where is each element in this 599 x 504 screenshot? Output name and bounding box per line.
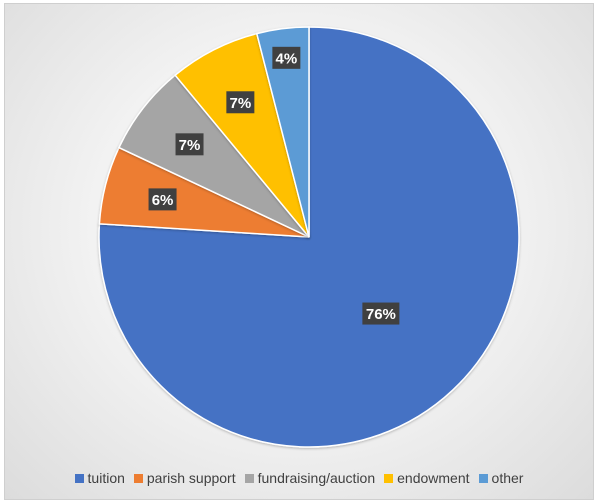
- legend-entry-parish-support: parish support: [134, 470, 236, 486]
- legend-label: tuition: [88, 470, 125, 486]
- data-label-parish-support: 6%: [149, 188, 177, 210]
- legend-label: endowment: [397, 470, 469, 486]
- chart-area: 76% 6% 7% 7% 4% tuition parish support fundrai…: [4, 3, 594, 500]
- legend-swatch: [384, 474, 393, 483]
- legend-entry-fundraising-auction: fundraising/auction: [245, 470, 376, 486]
- data-label-tuition: 76%: [362, 303, 399, 325]
- legend-label: parish support: [147, 470, 236, 486]
- data-label-value: 6%: [152, 192, 174, 209]
- legend-swatch: [134, 474, 143, 483]
- data-label-endowment: 7%: [226, 91, 254, 113]
- data-label-value: 7%: [230, 95, 252, 112]
- legend-entry-endowment: endowment: [384, 470, 469, 486]
- data-label-value: 76%: [366, 306, 396, 323]
- legend-entry-tuition: tuition: [75, 470, 125, 486]
- legend-entry-other: other: [479, 470, 524, 486]
- pie-chart: 76% 6% 7% 7% 4%: [5, 4, 594, 500]
- data-label-fundraising-auction: 7%: [176, 133, 204, 155]
- data-label-other: 4%: [272, 47, 300, 69]
- legend-label: other: [492, 470, 524, 486]
- data-label-value: 4%: [276, 50, 298, 67]
- legend-swatch: [75, 474, 84, 483]
- legend-swatch: [479, 474, 488, 483]
- legend-label: fundraising/auction: [258, 470, 376, 486]
- data-label-value: 7%: [179, 137, 201, 154]
- legend: tuition parish support fundraising/auction…: [5, 466, 593, 490]
- legend-swatch: [245, 474, 254, 483]
